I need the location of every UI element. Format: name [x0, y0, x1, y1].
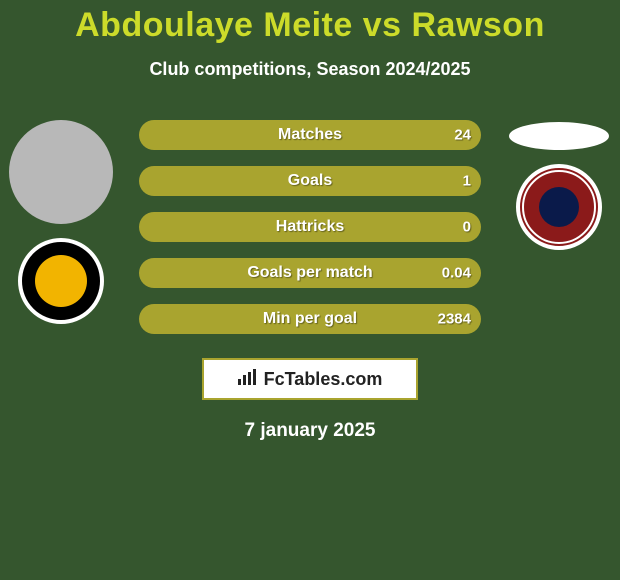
stat-bar-value-right: 2384: [438, 311, 471, 328]
stat-bar-value-right: 24: [454, 127, 471, 144]
player-left-column: [6, 120, 116, 324]
stat-bar: Goals 1: [139, 166, 481, 196]
stat-bar-label: Goals: [288, 172, 332, 190]
club-badge-right: [516, 164, 602, 250]
stat-bar-value-right: 0.04: [442, 265, 471, 282]
watermark-text: FcTables.com: [264, 369, 383, 390]
stat-bar-value-right: 1: [463, 173, 471, 190]
player-right-avatar: [509, 122, 609, 150]
stat-bar-label: Goals per match: [247, 264, 372, 282]
stat-bar-label: Hattricks: [276, 218, 344, 236]
stat-bar: Matches 24: [139, 120, 481, 150]
comparison-infographic: Abdoulaye Meite vs Rawson Club competiti…: [0, 0, 620, 580]
stat-bar: Min per goal 2384: [139, 304, 481, 334]
page-title: Abdoulaye Meite vs Rawson: [0, 0, 620, 45]
stat-bar-label: Min per goal: [263, 310, 357, 328]
stat-bar-value-right: 0: [463, 219, 471, 236]
date-text: 7 january 2025: [0, 420, 620, 442]
stat-bars: Matches 24 Goals 1 Hattricks 0 Goals per match…: [139, 120, 481, 334]
subtitle: Club competitions, Season 2024/2025: [0, 59, 620, 80]
stat-bar: Goals per match 0.04: [139, 258, 481, 288]
watermark-box: FcTables.com: [202, 358, 418, 400]
content-area: Matches 24 Goals 1 Hattricks 0 Goals per match…: [0, 120, 620, 442]
stat-bar: Hattricks 0: [139, 212, 481, 242]
player-right-column: [504, 120, 614, 250]
stat-bar-label: Matches: [278, 126, 342, 144]
club-badge-left: [18, 238, 104, 324]
player-left-avatar: [9, 120, 113, 224]
chart-icon: [238, 369, 258, 390]
